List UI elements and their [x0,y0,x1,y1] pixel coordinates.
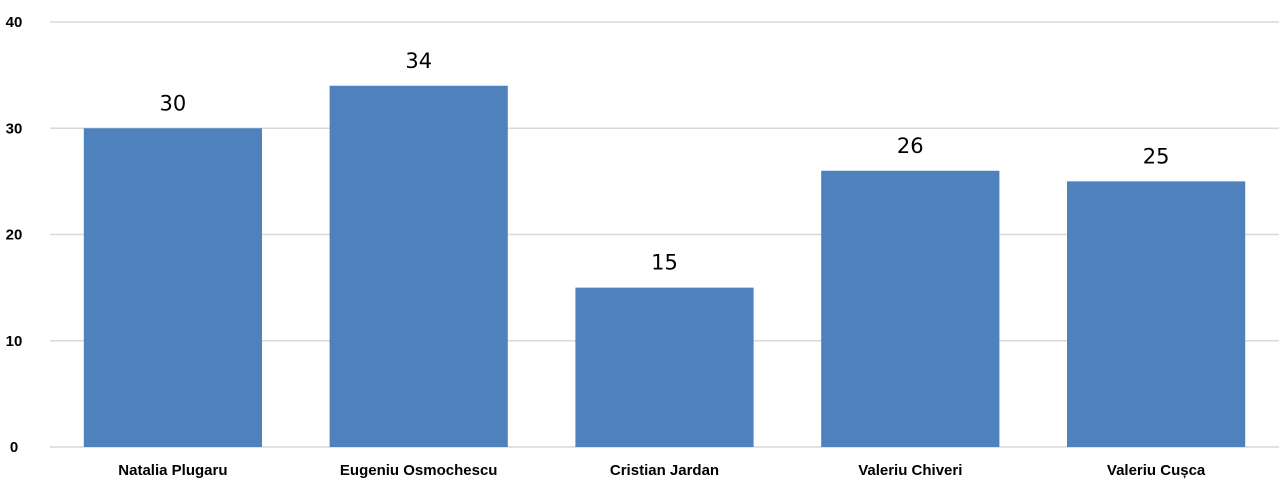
category-label-5: Valeriu Cușca [1107,462,1206,479]
category-label-3: Cristian Jardan [610,462,719,479]
bar-2 [329,85,508,447]
x-axis-category-labels: Natalia Plugaru Eugeniu Osmochescu Cristia… [118,462,1206,479]
y-tick-label-10: 10 [6,333,23,350]
category-label-1: Natalia Plugaru [118,462,227,479]
data-label-1: 30 [160,91,187,115]
y-tick-label-40: 40 [6,14,23,31]
bars [83,85,1246,447]
y-tick-label-20: 20 [6,227,23,244]
category-label-2: Eugeniu Osmochescu [340,462,498,479]
data-labels: 30 34 15 26 25 [160,49,1170,275]
bar-5 [1066,181,1246,447]
y-axis-tick-labels: 0 10 20 30 40 [6,14,23,456]
y-tick-label-30: 30 [6,120,23,137]
category-label-4: Valeriu Chiveri [858,462,962,479]
data-label-2: 34 [405,49,432,73]
data-label-3: 15 [651,251,678,275]
data-label-5: 25 [1143,144,1170,168]
y-tick-label-0: 0 [10,439,18,456]
data-label-4: 26 [897,134,924,158]
bar-4 [821,170,1000,447]
bar-3 [575,287,754,447]
bar-1 [83,128,263,447]
